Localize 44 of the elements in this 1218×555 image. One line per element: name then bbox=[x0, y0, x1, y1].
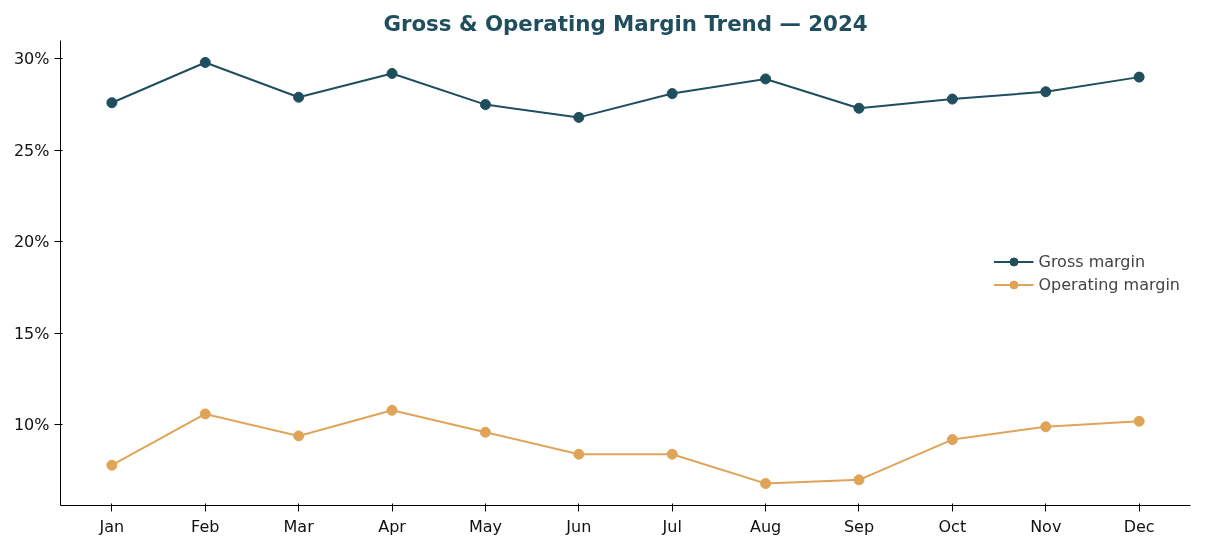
point bbox=[199, 408, 211, 420]
x-tick-label: Jul bbox=[661, 516, 682, 536]
point bbox=[386, 67, 398, 79]
x-tick-label: Jan bbox=[98, 516, 125, 536]
x-tick-label: Oct bbox=[938, 516, 967, 536]
point bbox=[386, 404, 398, 416]
chart-title: Gross & Operating Margin Trend — 2024 bbox=[383, 10, 868, 36]
x-tick-label: May bbox=[468, 516, 502, 536]
x-tick-label: Nov bbox=[1030, 516, 1062, 536]
point bbox=[573, 111, 585, 123]
x-tick-label: Aug bbox=[749, 516, 782, 536]
legend-label: Operating margin bbox=[1038, 274, 1180, 294]
point bbox=[1133, 415, 1145, 427]
y-tick-label: 10% bbox=[13, 415, 50, 435]
point bbox=[573, 448, 585, 460]
x-tick-label: Feb bbox=[191, 516, 220, 536]
x-tick-label: Apr bbox=[378, 516, 407, 536]
point bbox=[293, 430, 305, 442]
legend-label: Gross margin bbox=[1038, 251, 1146, 271]
x-tick-label: Dec bbox=[1123, 516, 1155, 536]
point bbox=[293, 91, 305, 103]
point bbox=[106, 459, 118, 471]
point bbox=[1133, 71, 1145, 83]
x-tick-label: Mar bbox=[283, 516, 315, 536]
x-tick-label: Jun bbox=[565, 516, 592, 536]
y-tick-label: 20% bbox=[13, 232, 50, 252]
point bbox=[666, 448, 678, 460]
point bbox=[479, 99, 491, 111]
point bbox=[1040, 86, 1052, 98]
point bbox=[853, 102, 865, 114]
point bbox=[760, 478, 772, 490]
point bbox=[106, 97, 118, 109]
point bbox=[1040, 421, 1052, 433]
point bbox=[760, 73, 772, 85]
point bbox=[199, 56, 211, 68]
point bbox=[479, 426, 491, 438]
point bbox=[946, 434, 958, 446]
y-tick-label: 15% bbox=[13, 323, 50, 343]
point bbox=[853, 474, 865, 486]
point bbox=[666, 88, 678, 100]
y-tick-label: 30% bbox=[13, 49, 50, 69]
point bbox=[946, 93, 958, 105]
y-tick-label: 25% bbox=[13, 140, 50, 160]
x-tick-label: Sep bbox=[843, 516, 875, 536]
